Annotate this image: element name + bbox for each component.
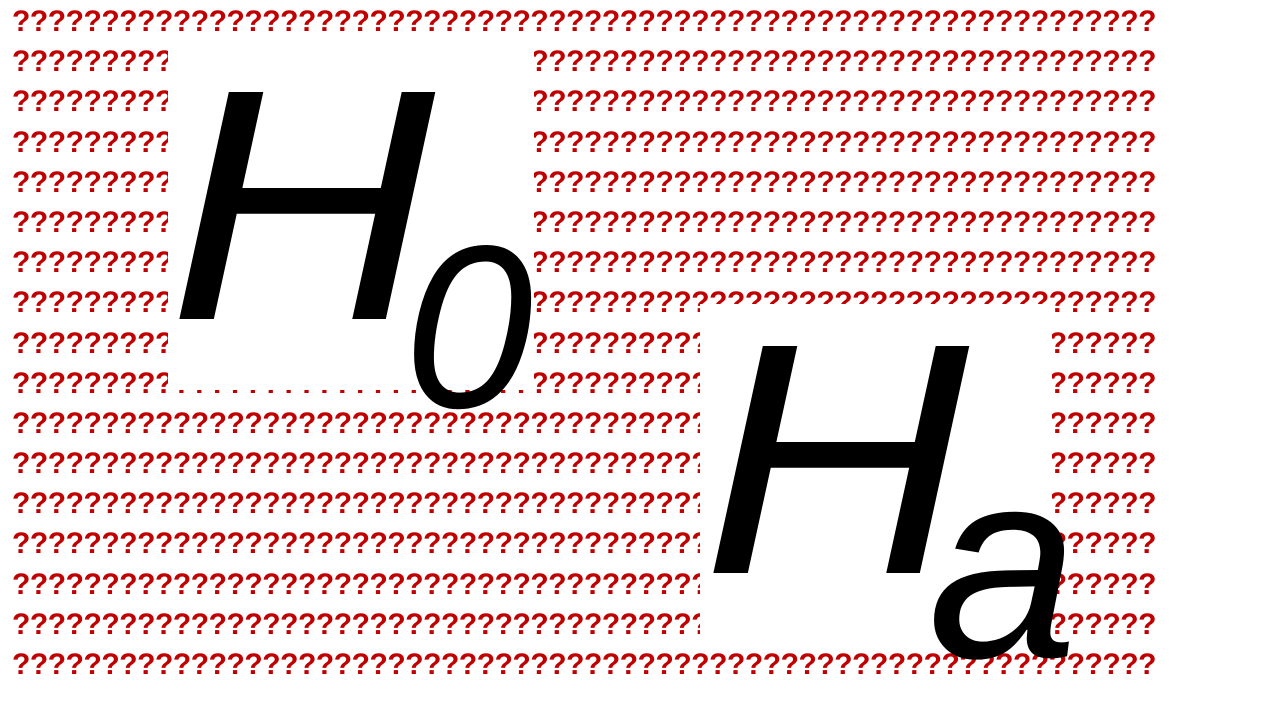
null-hypothesis-subscript: 0 (404, 198, 534, 457)
alternative-hypothesis-subscript: a (928, 414, 1079, 715)
null-hypothesis-symbol: H 0 (168, 40, 534, 444)
alternative-hypothesis-letter: H (702, 274, 969, 643)
question-mark-row: ????????????????????????????????????????… (12, 567, 1157, 601)
question-mark-row: ????????????????????????????????????????… (12, 527, 1157, 561)
question-mark-row: ????????????????????????????????????????… (12, 607, 1157, 641)
alternative-hypothesis-symbol: H a (700, 294, 1078, 700)
question-mark-row: ????????????????????????????????????????… (12, 648, 1157, 681)
question-mark-row: ????????????????????????????????????????… (12, 5, 1157, 38)
null-hypothesis-letter: H (168, 20, 435, 389)
question-mark-row: ????????????????????????????????????????… (12, 406, 1157, 440)
question-mark-row: ????????????????????????????????????????… (12, 487, 1157, 521)
question-mark-row: ????????????????????????????????????????… (12, 447, 1157, 481)
